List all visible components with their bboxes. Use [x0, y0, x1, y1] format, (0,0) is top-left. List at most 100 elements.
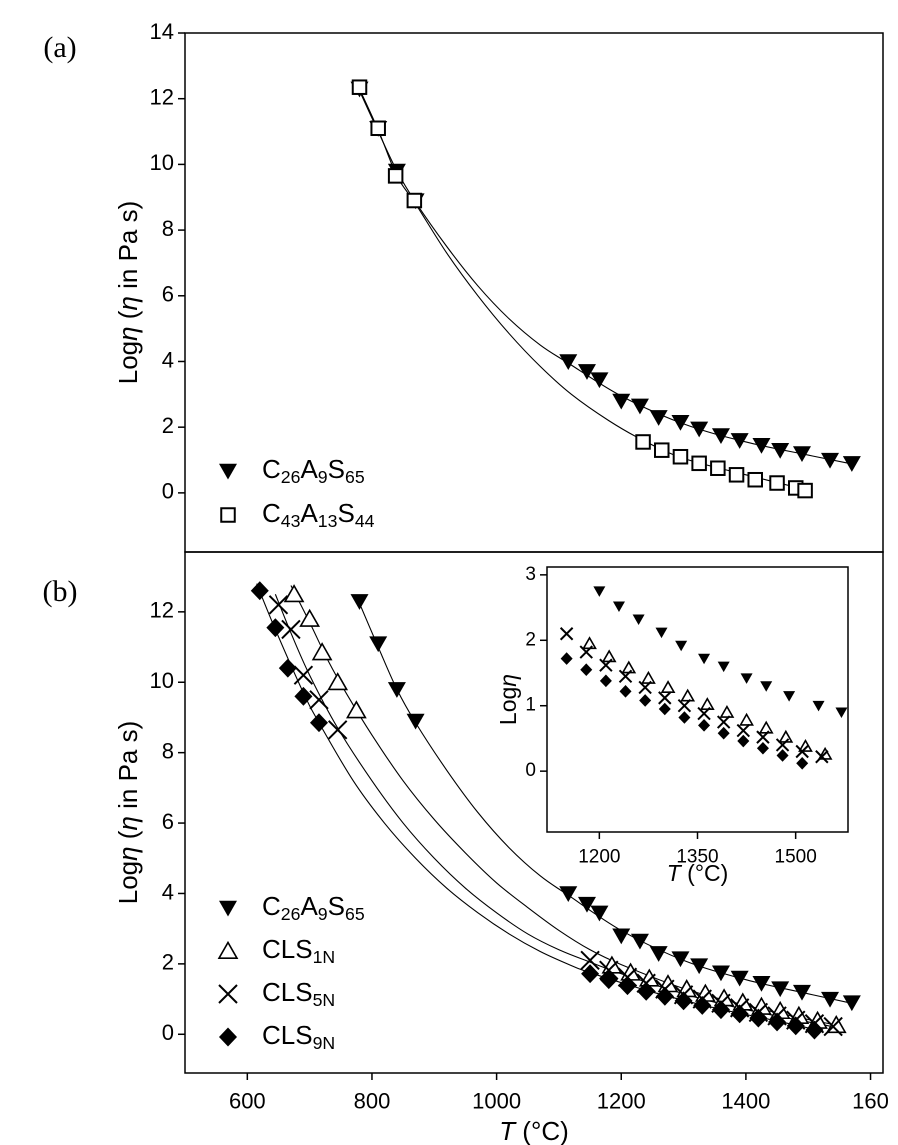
marker: [730, 970, 749, 987]
marker: [769, 475, 785, 491]
legend-label: C26A9S65: [262, 891, 365, 924]
marker: [658, 702, 671, 716]
marker: [671, 415, 690, 431]
x-tick-label: 1200: [597, 1089, 646, 1114]
marker: [796, 756, 809, 770]
y-tick-label: 0: [162, 1020, 174, 1045]
x-tick-label: 800: [354, 1089, 391, 1114]
marker: [730, 1004, 749, 1024]
marker: [655, 986, 674, 1006]
marker: [218, 984, 238, 1004]
marker: [351, 79, 368, 95]
marker: [674, 991, 693, 1011]
marker: [612, 928, 631, 945]
marker: [582, 636, 597, 650]
plot-area: [559, 586, 848, 770]
marker: [756, 741, 769, 755]
marker: [835, 707, 848, 718]
marker: [593, 586, 606, 597]
x-tick-label: 160: [852, 1089, 889, 1114]
marker: [815, 750, 829, 764]
marker: [618, 976, 637, 996]
marker: [638, 680, 652, 695]
y-tick-label: 0: [162, 479, 174, 504]
marker: [758, 720, 774, 734]
marker: [655, 627, 668, 639]
marker: [599, 674, 612, 688]
marker: [691, 455, 707, 472]
marker: [350, 594, 369, 610]
x-tick-label: 1200: [578, 847, 620, 868]
marker: [717, 661, 730, 673]
marker: [771, 981, 790, 998]
legend-label: C43A13S44: [262, 498, 375, 531]
y-tick-label: 6: [162, 809, 174, 834]
y-tick-label: 14: [150, 19, 174, 44]
marker: [842, 456, 861, 472]
legend-label: CLS5N: [262, 977, 335, 1010]
marker: [217, 940, 239, 960]
panel-label: (b): [43, 575, 78, 608]
marker: [732, 992, 754, 1011]
marker: [675, 640, 688, 652]
marker: [711, 1000, 730, 1020]
marker: [760, 681, 773, 692]
marker: [219, 1027, 237, 1047]
y-tick-label: 10: [150, 668, 174, 693]
marker: [654, 442, 670, 458]
marker: [678, 711, 691, 724]
marker: [672, 448, 689, 465]
marker: [657, 974, 679, 993]
marker: [676, 979, 698, 998]
marker: [728, 467, 745, 483]
marker: [756, 730, 770, 744]
y-axis-label: Logη (η in Pa s): [113, 201, 143, 385]
marker: [283, 584, 305, 603]
marker: [710, 460, 726, 476]
marker: [327, 720, 348, 740]
y-tick-label: 1: [525, 695, 536, 716]
marker: [821, 452, 840, 469]
marker: [581, 964, 600, 984]
fit-curve: [355, 82, 809, 491]
marker: [730, 433, 749, 449]
marker: [632, 614, 645, 626]
plot-frame: [546, 566, 849, 833]
marker: [719, 704, 735, 718]
marker: [579, 645, 593, 659]
marker: [559, 886, 578, 903]
marker: [590, 372, 609, 389]
x-axis-label: T (°C): [499, 1116, 569, 1145]
marker: [842, 995, 861, 1012]
legend-label: C26A9S65: [262, 454, 365, 487]
marker: [601, 955, 623, 974]
marker: [699, 697, 715, 711]
marker: [693, 995, 712, 1015]
marker: [775, 738, 790, 752]
marker: [698, 719, 711, 732]
marker: [406, 192, 423, 209]
x-tick-label: 1000: [472, 1089, 521, 1114]
marker: [635, 434, 651, 450]
marker: [783, 691, 796, 702]
marker: [370, 120, 386, 137]
y-tick-label: 2: [525, 629, 536, 650]
marker: [309, 713, 328, 733]
marker: [771, 442, 790, 459]
y-axis-label: Logη: [495, 674, 521, 725]
plot-area: [350, 79, 861, 499]
marker: [612, 393, 631, 410]
marker: [619, 685, 632, 698]
marker: [649, 946, 668, 962]
marker: [649, 410, 668, 426]
marker: [690, 958, 709, 975]
marker: [805, 1020, 824, 1040]
marker: [680, 688, 696, 702]
legend-label: CLS1N: [262, 934, 335, 967]
marker: [717, 726, 730, 740]
marker: [792, 984, 811, 1001]
marker: [560, 652, 573, 665]
marker: [776, 749, 789, 762]
marker: [580, 663, 593, 677]
y-tick-label: 0: [525, 760, 536, 781]
